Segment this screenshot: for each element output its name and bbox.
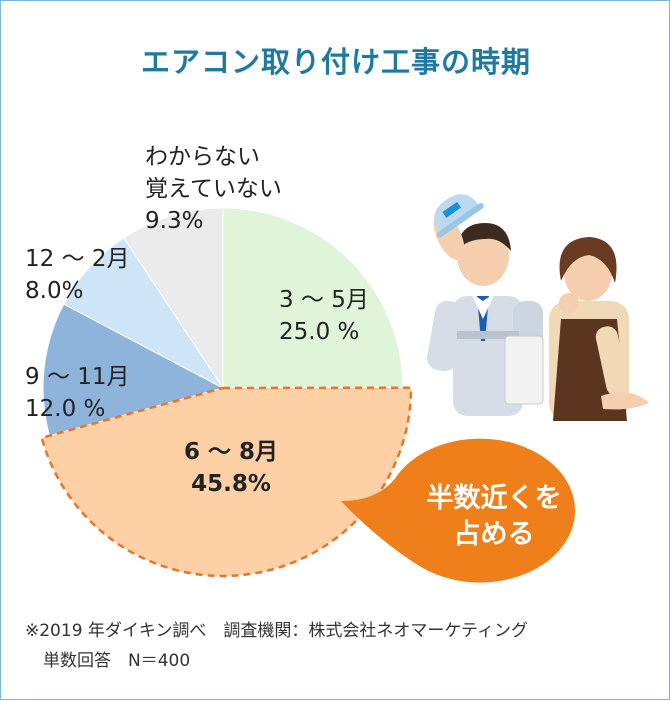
callout-bubble <box>341 438 576 583</box>
slice-dec-feb <box>63 237 224 389</box>
label-mar-may: 3 ～ 5月 25.0 % <box>279 284 369 348</box>
people-illustration <box>427 194 649 421</box>
label-sep-nov-value: 12.0 % <box>25 396 106 422</box>
label-dec-feb: 12 ～ 2月 8.0% <box>25 243 130 307</box>
label-dec-feb-value: 8.0% <box>25 278 84 304</box>
label-jun-aug: 6 ～ 8月 45.8% <box>161 436 301 500</box>
label-mar-may-value: 25.0 % <box>279 319 360 345</box>
label-jun-aug-value: 45.8% <box>191 471 271 497</box>
footnote: ※2019 年ダイキン調べ 調査機関：株式会社ネオマーケティング 単数回答 N＝… <box>25 616 528 676</box>
callout-text: 半数近くを 占める <box>409 481 579 553</box>
slice-jun-aug <box>40 386 413 578</box>
chart-title: エアコン取り付け工事の時期 <box>140 45 531 79</box>
slice-unknown <box>123 207 224 390</box>
label-unknown-line1: わからない <box>145 144 260 170</box>
shopkeeper-illustration <box>549 237 649 421</box>
slice-mar-may <box>222 207 404 389</box>
label-sep-nov-name: 9 ～ 11月 <box>25 364 130 390</box>
label-unknown-line2: 覚えていない <box>145 176 282 202</box>
label-jun-aug-name: 6 ～ 8月 <box>183 439 279 465</box>
footnote-line2: 単数回答 N＝400 <box>43 651 191 671</box>
label-unknown-value: 9.3% <box>145 208 204 234</box>
footnote-line1: ※2019 年ダイキン調べ 調査機関：株式会社ネオマーケティング <box>25 621 529 641</box>
label-mar-may-name: 3 ～ 5月 <box>279 287 369 313</box>
callout-line1: 半数近くを <box>426 483 562 514</box>
label-sep-nov: 9 ～ 11月 12.0 % <box>25 361 130 425</box>
label-unknown: わからない 覚えていない 9.3% <box>145 141 282 237</box>
worker-illustration <box>427 194 544 416</box>
callout-line2: 占める <box>453 519 535 550</box>
label-dec-feb-name: 12 ～ 2月 <box>25 246 130 272</box>
slice-sep-nov <box>42 303 225 437</box>
